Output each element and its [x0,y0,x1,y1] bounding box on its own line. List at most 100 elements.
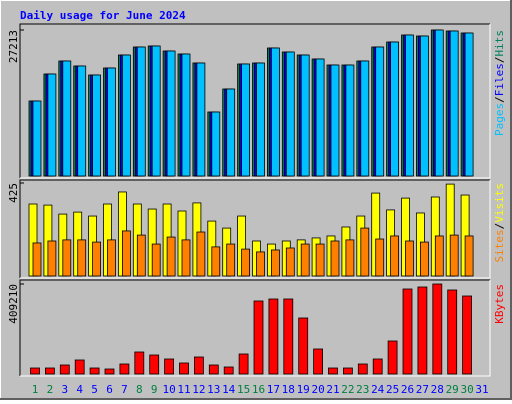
bar [298,317,309,375]
bar [434,235,444,277]
legend-entry: Pages [493,103,506,136]
panel-light [20,180,491,279]
legend-separator: / [493,223,506,230]
x-tick-label: 10 [162,383,175,396]
x-tick-label: 22 [341,383,354,396]
x-tick-label: 17 [267,383,280,396]
bar [77,239,87,277]
bar [372,358,383,375]
bar [330,64,340,177]
y-tick-label: 27213 [7,30,20,63]
bar [92,241,101,277]
bar [166,236,176,277]
panel-dark [19,23,490,178]
bar [223,366,234,375]
bar [164,358,175,375]
bar [74,359,85,375]
x-tick-label: 2 [47,383,54,396]
bar [256,62,265,177]
x-tick-label: 3 [61,383,68,396]
bar [345,64,355,177]
bar [122,54,131,177]
y-tick-label: 409210 [7,284,20,324]
bar [149,354,160,375]
x-tick-label: 1 [32,383,39,396]
bar [270,249,280,277]
bar [226,243,236,277]
bar [134,351,145,375]
x-tick-label: 9 [151,383,158,396]
bar [464,32,474,177]
x-tick-label: 25 [386,383,399,396]
bar [283,298,294,375]
x-tick-label: 5 [91,383,98,396]
x-tick-label: 20 [311,383,324,396]
bar [89,367,100,375]
bar [449,30,459,177]
bar [342,367,353,375]
x-tick-label: 29 [446,383,459,396]
bar [77,65,87,177]
x-tick-label: 26 [401,383,414,396]
x-tick-label: 13 [207,383,220,396]
bar [464,235,474,277]
bar [92,74,101,177]
bar [434,29,444,177]
bar [47,240,57,277]
bar [300,243,310,277]
bar [300,54,310,177]
bar [417,286,428,375]
bar [179,362,189,375]
bar [253,300,264,375]
bar [241,248,251,277]
bar [196,231,206,277]
bar [241,63,251,177]
bar [107,67,116,177]
bar [59,364,70,375]
bar [62,60,72,177]
bar [357,363,368,375]
bar [32,242,42,277]
bar [166,50,176,177]
legend-entry: KBytes [493,284,506,324]
bar [315,58,325,177]
x-tick-label: 11 [177,383,190,396]
bar [211,111,221,177]
panel-dark [19,279,490,376]
bar [268,298,279,375]
legend-entry: Files [493,63,506,96]
bar [462,295,473,375]
bar [405,240,414,277]
bar [196,62,206,177]
chart-title: Daily usage for June 2024 [20,9,186,22]
bar [419,35,429,177]
bar [104,368,115,375]
bar [313,348,324,375]
bar [375,46,385,177]
panel-light [20,24,491,179]
bar [419,241,429,277]
y-tick-label: 425 [7,183,20,203]
x-tick-label: 4 [76,383,83,396]
bar [181,239,191,277]
x-tick-label: 7 [121,383,128,396]
x-tick-label: 21 [326,383,339,396]
legend: Sites/Visits [493,183,506,263]
bar [449,234,459,277]
bar [285,247,295,277]
bar [193,356,204,375]
x-tick-label: 18 [282,383,295,396]
x-tick-label: 19 [297,383,310,396]
legend-separator: / [493,57,506,64]
bar [226,88,236,177]
bar [328,367,338,375]
legend-entry: Hits [493,30,506,57]
panel-dark [19,179,490,278]
x-tick-label: 14 [222,383,236,396]
x-tick-label: 31 [475,383,488,396]
legend-entry: Visits [493,183,506,223]
bar [360,60,370,177]
bar [208,364,219,375]
bar [119,363,130,375]
